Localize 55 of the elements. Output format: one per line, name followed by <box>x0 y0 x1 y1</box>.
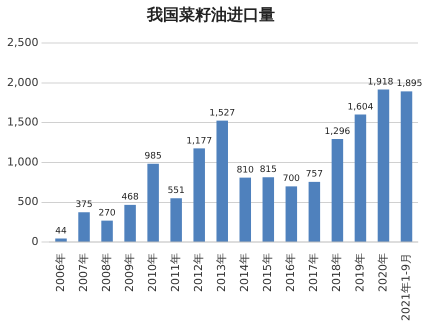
y-tick-label: 2,500 <box>6 36 38 50</box>
x-tick-label: 2018年 <box>330 253 344 292</box>
bar <box>170 198 182 242</box>
x-tick-label: 2021年1-9月 <box>399 253 412 322</box>
bar <box>400 91 412 242</box>
x-tick-label: 2015年 <box>261 253 274 292</box>
data-label: 700 <box>282 174 300 184</box>
data-label: 810 <box>236 165 254 176</box>
y-tick-label: 0 <box>31 234 38 248</box>
y-tick-label: 2,000 <box>6 76 38 89</box>
x-tick-label: 2014年 <box>238 253 252 292</box>
x-tick-label: 2017年 <box>307 253 320 292</box>
x-tick-label: 2010年 <box>146 253 159 292</box>
x-tick-label: 2011年 <box>169 253 182 292</box>
x-tick-label: 2012年 <box>192 253 206 292</box>
bar <box>78 212 90 242</box>
data-label: 1,895 <box>396 79 422 90</box>
x-tick-label: 2008年 <box>100 253 113 292</box>
data-label: 985 <box>144 152 162 162</box>
bar <box>286 186 298 242</box>
bar <box>193 148 205 242</box>
data-label: 1,296 <box>324 126 351 137</box>
y-tick-label: 500 <box>17 195 38 208</box>
data-label: 1,604 <box>348 102 374 112</box>
bar <box>101 220 113 242</box>
x-tick-label: 2019年 <box>353 253 366 292</box>
bar <box>147 164 159 242</box>
data-label: 551 <box>168 186 185 196</box>
data-label: 815 <box>260 165 277 176</box>
bar <box>240 178 252 242</box>
bar <box>124 204 136 242</box>
y-tick-label: 1,000 <box>6 155 38 168</box>
x-tick-label: 2007年 <box>76 253 90 292</box>
bar <box>216 120 228 242</box>
bar <box>55 238 67 242</box>
x-tick-label: 2020年 <box>376 253 390 292</box>
data-label: 44 <box>55 226 68 236</box>
x-tick-label: 2016年 <box>284 253 298 292</box>
bar <box>262 177 274 242</box>
x-tick-label: 2009年 <box>122 253 136 292</box>
data-label: 270 <box>98 208 116 218</box>
bar <box>332 138 344 242</box>
data-label: 1,177 <box>186 136 212 146</box>
data-label: 1,918 <box>368 77 394 88</box>
chart-title: 我国菜籽油进口量 <box>146 4 275 24</box>
data-label: 1,527 <box>209 108 236 118</box>
data-label: 757 <box>306 170 323 180</box>
data-label: 468 <box>122 192 139 203</box>
x-tick-label: 2006年 <box>54 253 67 292</box>
bar <box>354 114 366 242</box>
data-label: 375 <box>75 200 93 210</box>
x-tick-label: 2013年 <box>215 253 228 292</box>
bar <box>378 89 390 242</box>
y-tick-label: 1,500 <box>6 116 38 129</box>
bar <box>308 182 320 242</box>
